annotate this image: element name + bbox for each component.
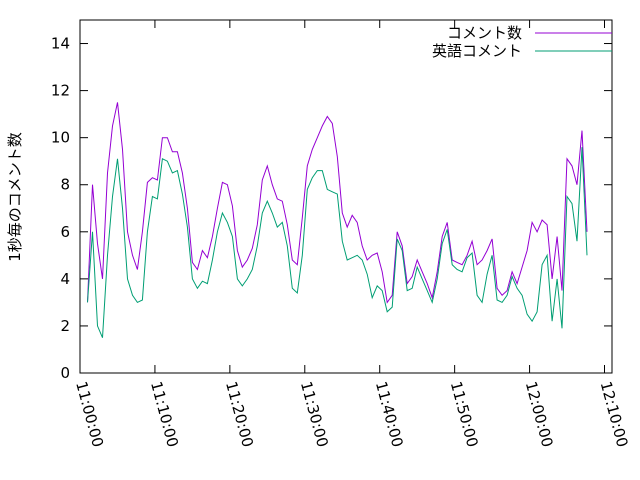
x-tick-label: 12:10:00 <box>597 379 632 449</box>
x-tick-label: 12:00:00 <box>522 379 557 449</box>
y-tick-label: 2 <box>60 317 70 335</box>
plot-border <box>79 19 613 374</box>
legend-label: 英語コメント <box>432 42 522 60</box>
y-tick-label: 8 <box>60 176 70 194</box>
series-line <box>87 102 588 304</box>
x-tick-label: 11:50:00 <box>447 379 482 449</box>
legend-label: コメント数 <box>447 24 522 42</box>
x-tick-label: 11:10:00 <box>147 379 182 449</box>
x-tick-label: 11:30:00 <box>297 379 332 449</box>
y-tick-label: 14 <box>51 35 70 53</box>
y-axis-label: 1秒毎のコメント数 <box>6 132 24 262</box>
y-tick-label: 6 <box>60 223 70 241</box>
x-tick-label: 11:00:00 <box>72 379 107 449</box>
y-tick-label: 10 <box>51 129 70 147</box>
series-line <box>87 147 588 338</box>
x-tick-label: 11:20:00 <box>222 379 257 449</box>
y-tick-label: 12 <box>51 82 70 100</box>
x-tick-label: 11:40:00 <box>372 379 407 449</box>
y-tick-label: 4 <box>60 270 70 288</box>
y-tick-label: 0 <box>60 364 70 382</box>
